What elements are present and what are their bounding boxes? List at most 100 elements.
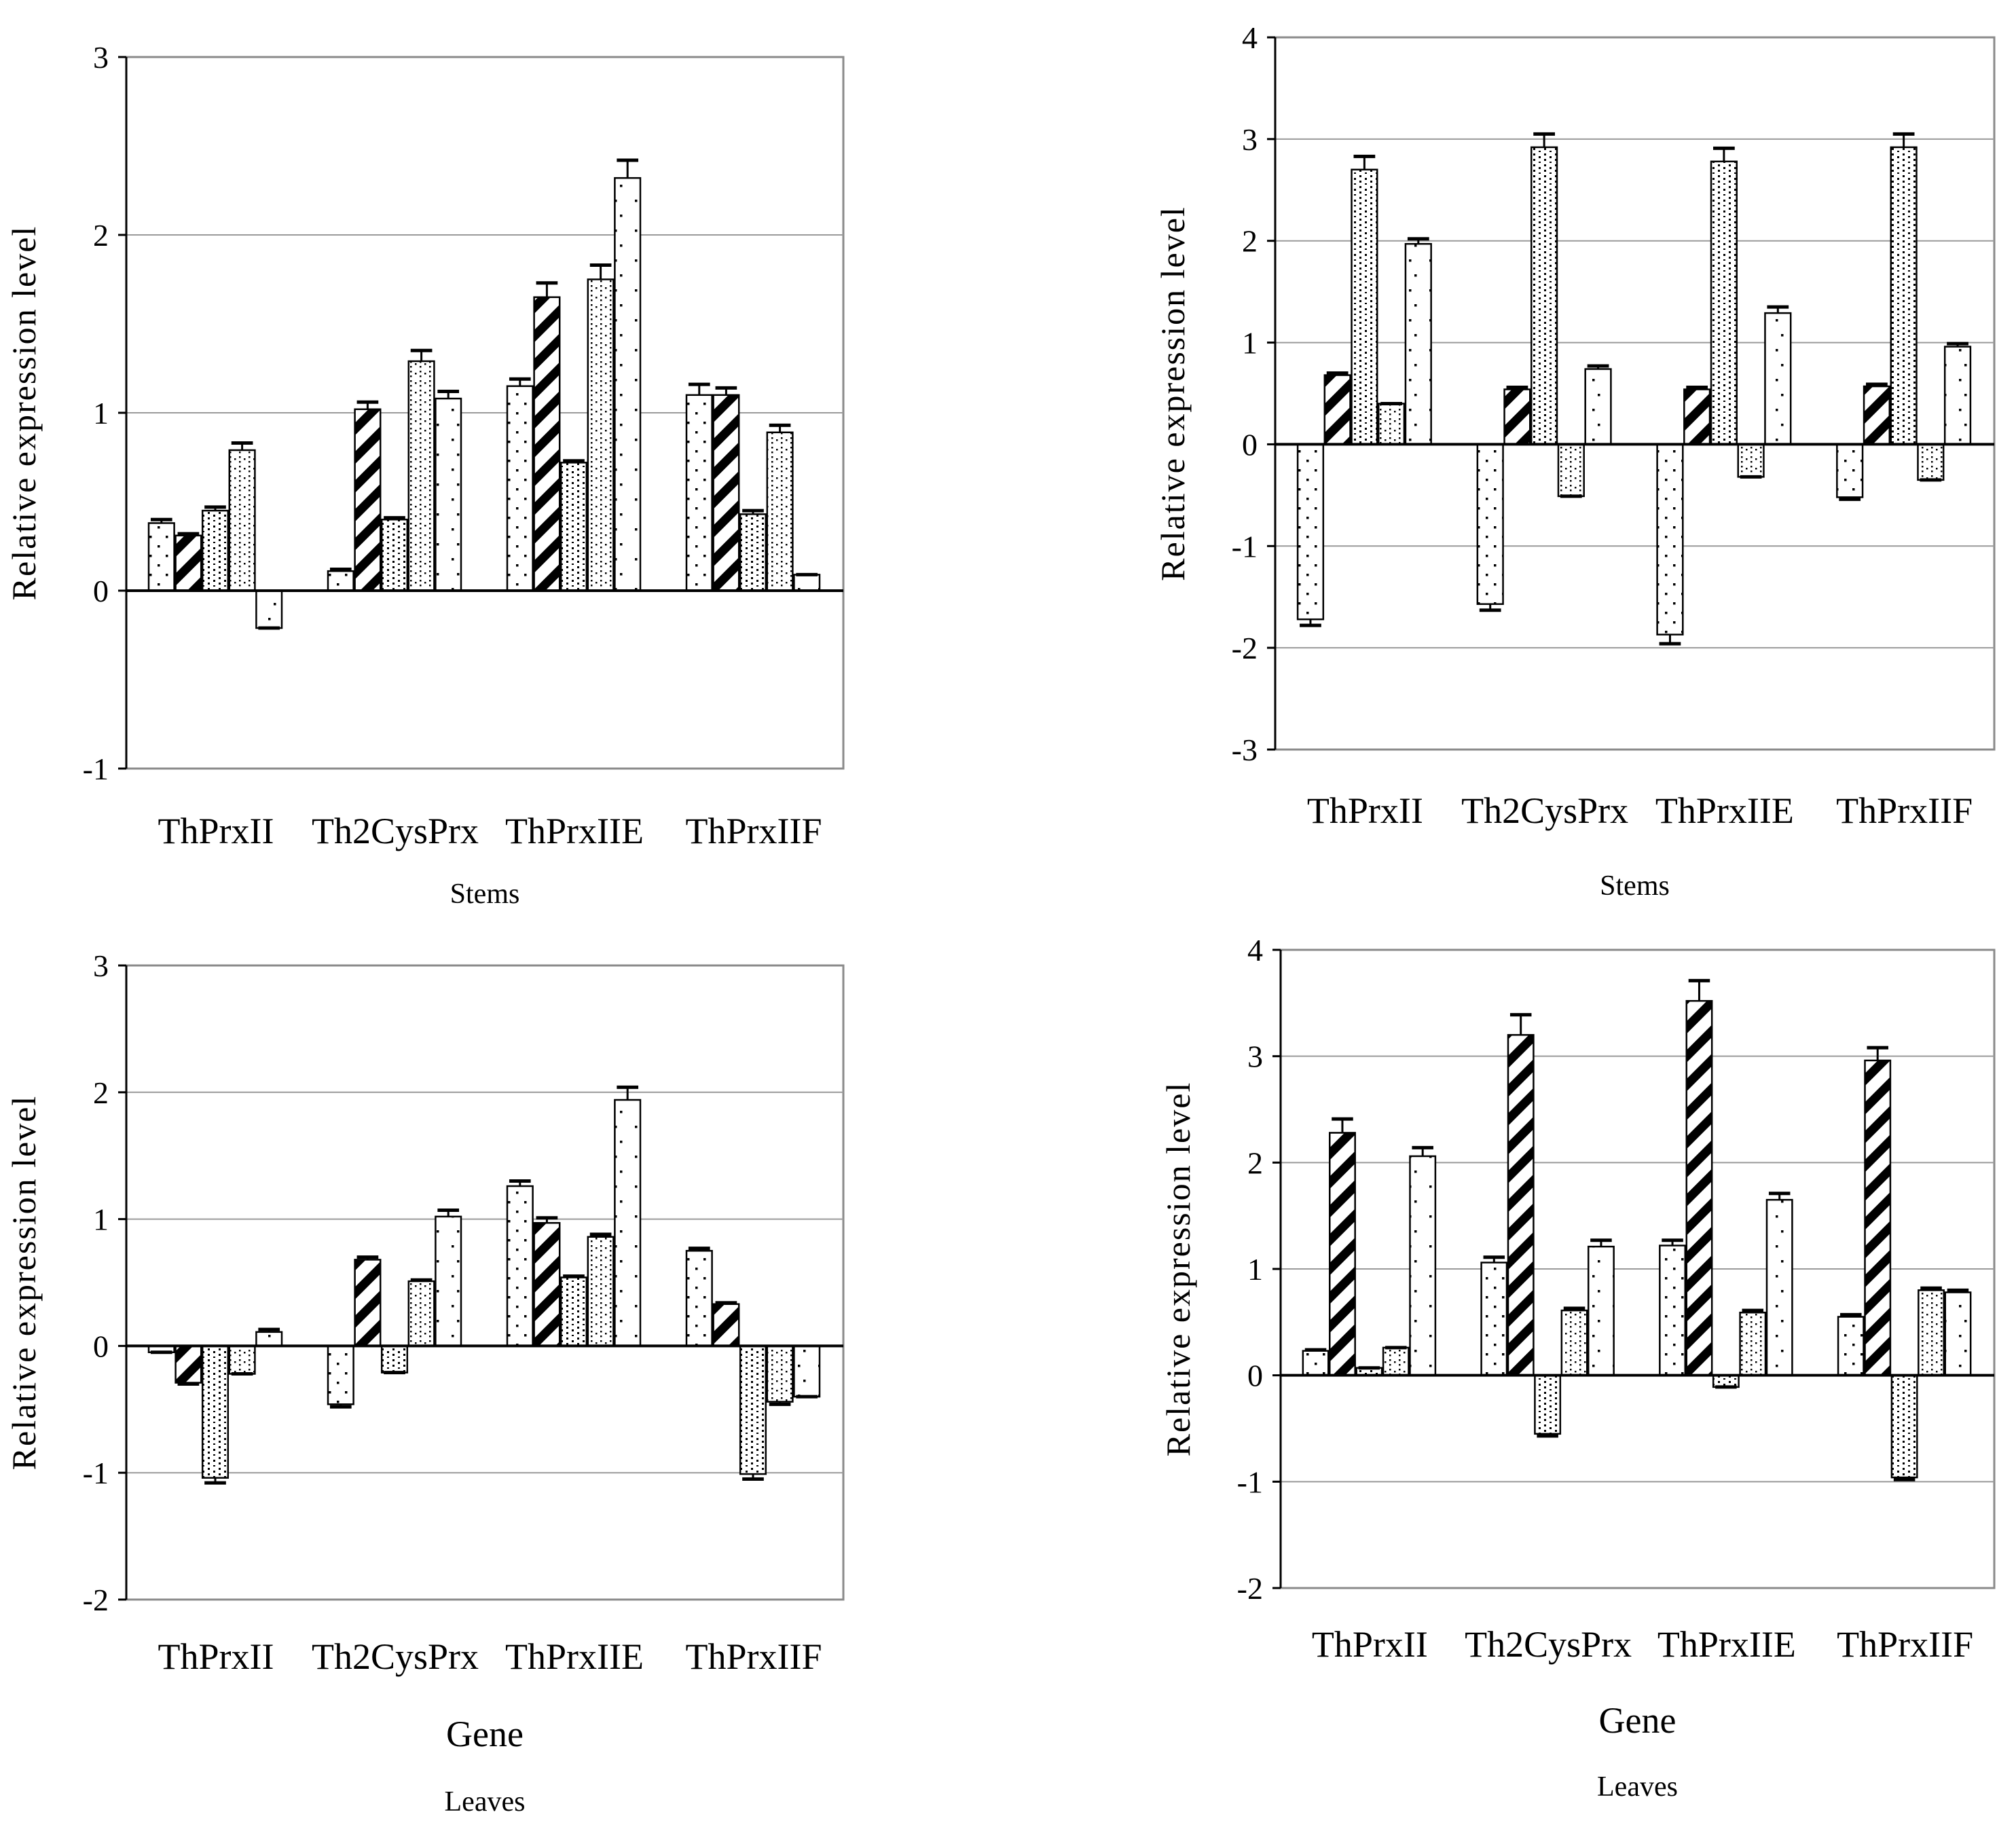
category-label: ThPrxIIF (686, 1636, 822, 1677)
bar (1765, 1198, 1793, 1376)
bar (614, 177, 642, 592)
y-tick-label: 2 (1242, 224, 1258, 259)
bar (201, 509, 230, 592)
bar (739, 513, 767, 592)
bar (614, 1099, 642, 1347)
y-tick-label: 1 (1247, 1252, 1263, 1287)
category-label: Th2CysPrx (1461, 790, 1628, 831)
bar (1560, 1309, 1588, 1376)
category-label: ThPrxIIF (1836, 790, 1973, 831)
bar (1656, 443, 1684, 635)
bar (1531, 146, 1558, 445)
bar (739, 1345, 767, 1475)
bar (533, 296, 561, 592)
bar (1943, 346, 1972, 445)
y-tick-label: -2 (1232, 631, 1258, 665)
y-tick-label: 1 (1242, 326, 1258, 361)
y-tick-label: -3 (1232, 733, 1258, 767)
y-tick-label: 1 (93, 396, 109, 430)
bar (712, 1303, 740, 1347)
bar (1382, 1346, 1410, 1376)
bar (1917, 443, 1945, 481)
y-tick-label: -1 (83, 1456, 109, 1490)
bar (587, 1236, 615, 1347)
category-label: ThPrxII (1312, 1624, 1428, 1665)
category-label: ThPrxIIF (1837, 1624, 1973, 1665)
bar (560, 1276, 588, 1347)
bar (1739, 1311, 1767, 1376)
bar (407, 360, 435, 592)
x-axis-label: Gene (1599, 1700, 1676, 1741)
bar (354, 1259, 382, 1347)
y-tick-label: 0 (93, 574, 109, 608)
bar (380, 518, 409, 592)
bar (506, 1185, 534, 1347)
category-label: ThPrxII (1307, 790, 1423, 831)
bar (793, 574, 821, 592)
x-axis-label: Gene (446, 1714, 524, 1754)
bar (1890, 146, 1918, 445)
bar (435, 397, 462, 592)
bar (712, 394, 740, 592)
y-tick-label: 0 (1247, 1359, 1263, 1393)
bar (1685, 999, 1713, 1376)
bar (228, 1345, 256, 1375)
category-label: Th2CysPrx (312, 1636, 479, 1677)
bar (1329, 1132, 1356, 1376)
panel-caption: Stems (1600, 870, 1670, 902)
category-label: ThPrxII (158, 1636, 274, 1677)
y-tick-label: 3 (1247, 1039, 1263, 1074)
bar (1404, 242, 1432, 445)
bar (435, 1215, 462, 1347)
y-axis-label: Relative expression level (1154, 206, 1192, 581)
bar (1864, 1059, 1892, 1376)
bar (1476, 443, 1504, 605)
bar (1863, 385, 1891, 445)
chart-panel-top-right: -3 -2 -1 0 1 2 3 4 ThPrxII Th2CysPrx ThPrxIIE ThPrx… (1154, 20, 1996, 902)
bar (1323, 374, 1351, 445)
y-axis-label: Relative expression level (1159, 1082, 1197, 1457)
bar (1890, 1374, 1918, 1479)
bar (793, 1345, 821, 1398)
y-tick-label: 3 (93, 40, 109, 75)
y-tick-label: -1 (1237, 1464, 1263, 1499)
bar (327, 570, 354, 592)
y-tick-label: 4 (1247, 933, 1263, 967)
chart-panel-top-left: -1 0 1 2 3 ThPrxII Th2CysPrx ThPrxIIE ThPrxIIF Re… (5, 40, 845, 910)
y-axis-label: Relative expression level (5, 1095, 43, 1471)
bar (147, 522, 175, 592)
bar (1534, 1374, 1562, 1435)
y-tick-label: -1 (1232, 529, 1258, 564)
category-label: ThPrxIIE (1657, 1624, 1796, 1665)
category-label: Th2CysPrx (312, 811, 479, 851)
chart-panel-bottom-left: -2 -1 0 1 2 3 ThPrxII Th2CysPrx ThPrxIIE ThPrxIIF… (5, 948, 845, 1818)
y-axis-label: Relative expression level (5, 225, 43, 601)
bar (1351, 168, 1378, 445)
bar (201, 1345, 230, 1479)
y-tick-label: 3 (93, 948, 109, 983)
category-label: ThPrxIIF (686, 811, 822, 851)
bar (1836, 443, 1864, 498)
bar (327, 1345, 354, 1405)
bar (1737, 443, 1765, 478)
bar (1377, 403, 1406, 445)
category-label: ThPrxII (158, 811, 274, 851)
chart-panel-bottom-right: -2 -1 0 1 2 3 4 ThPrxII Th2CysPrx ThPrxIIE ThPrxII… (1159, 933, 1996, 1803)
category-label: ThPrxIIE (505, 811, 644, 851)
bar (1503, 388, 1531, 445)
y-tick-label: 2 (93, 218, 109, 253)
panel-caption: Leaves (445, 1786, 526, 1818)
y-tick-label: 2 (1247, 1145, 1263, 1180)
plot-frame (125, 964, 845, 1601)
y-tick-label: 4 (1242, 20, 1258, 55)
y-tick-label: -2 (83, 1583, 109, 1617)
bar (560, 462, 588, 592)
bar (766, 1345, 794, 1403)
bar (1837, 1316, 1865, 1376)
bar (1296, 443, 1325, 621)
category-label: Th2CysPrx (1465, 1624, 1632, 1665)
bar (506, 385, 534, 592)
bar (766, 431, 794, 592)
bar (1712, 1374, 1740, 1388)
